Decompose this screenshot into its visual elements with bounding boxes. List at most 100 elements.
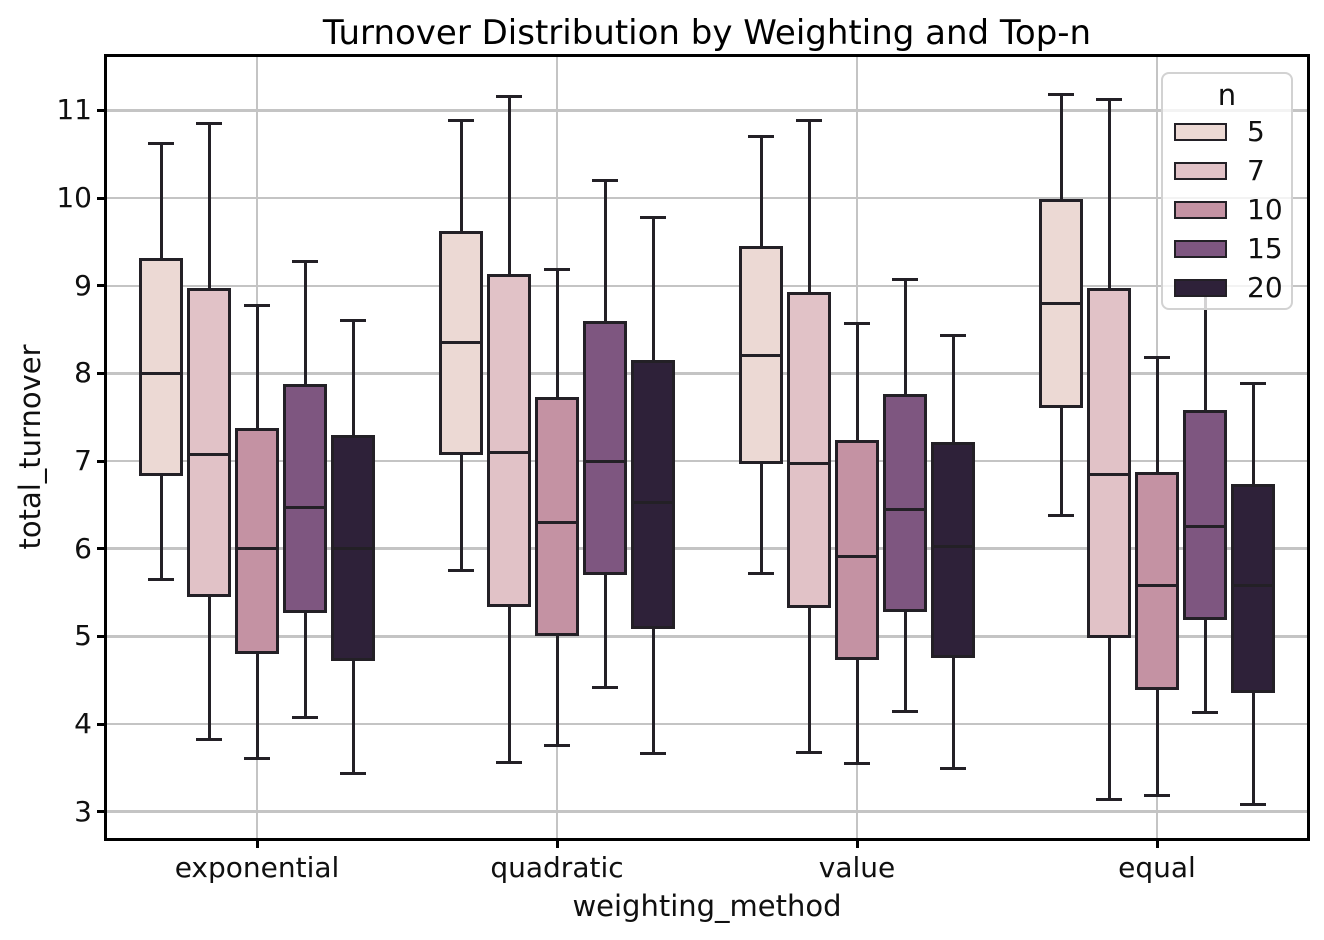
whisker-upper bbox=[603, 180, 607, 321]
box-n10 bbox=[835, 440, 879, 661]
whisker-upper bbox=[1203, 285, 1207, 411]
whisker-upper bbox=[1107, 99, 1111, 288]
whisker-upper bbox=[855, 323, 859, 441]
whisker-cap-lower bbox=[196, 738, 222, 742]
y-tick bbox=[97, 459, 107, 463]
box-n10 bbox=[235, 427, 279, 654]
whisker-cap-lower bbox=[796, 750, 822, 754]
x-tick bbox=[255, 838, 259, 848]
box-n7 bbox=[1087, 287, 1131, 639]
legend-title: n bbox=[1217, 78, 1237, 112]
x-tick-label: exponential bbox=[174, 851, 340, 884]
y-tick-label: 5 bbox=[74, 619, 92, 653]
median-line bbox=[286, 506, 324, 510]
legend-label: 7 bbox=[1247, 154, 1265, 187]
whisker-upper bbox=[1155, 357, 1159, 472]
whisker-cap-lower bbox=[448, 569, 474, 573]
whisker-upper bbox=[1251, 383, 1255, 484]
legend-swatch bbox=[1174, 239, 1227, 258]
legend-row: 20 bbox=[1163, 268, 1291, 307]
whisker-cap-upper bbox=[196, 122, 222, 126]
legend-swatch bbox=[1174, 200, 1227, 219]
whisker-lower bbox=[603, 575, 607, 688]
whisker-cap-upper bbox=[148, 142, 174, 146]
whisker-lower bbox=[759, 463, 763, 574]
whisker-lower bbox=[1155, 689, 1159, 796]
y-gridline bbox=[107, 372, 1307, 375]
y-gridline bbox=[107, 722, 1307, 726]
legend-swatch bbox=[1174, 278, 1227, 297]
whisker-lower bbox=[651, 629, 655, 754]
x-tick-label: equal bbox=[1118, 851, 1196, 884]
y-tick bbox=[97, 196, 107, 200]
whisker-upper bbox=[807, 120, 811, 292]
whisker-lower bbox=[507, 607, 511, 763]
whisker-cap-lower bbox=[544, 743, 570, 747]
whisker-upper bbox=[903, 279, 907, 395]
median-line bbox=[1138, 584, 1176, 588]
median-line bbox=[886, 507, 924, 511]
whisker-cap-lower bbox=[1240, 803, 1266, 807]
whisker-cap-lower bbox=[892, 710, 918, 714]
whisker-cap-lower bbox=[748, 571, 774, 575]
box-n10 bbox=[1135, 471, 1179, 690]
median-line bbox=[1234, 584, 1272, 588]
whisker-cap-lower bbox=[1096, 797, 1122, 801]
y-gridline bbox=[107, 196, 1307, 200]
legend-label: 20 bbox=[1247, 271, 1283, 304]
whisker-cap-upper bbox=[940, 334, 966, 338]
y-tick-label: 8 bbox=[74, 356, 92, 390]
box-n15 bbox=[883, 394, 927, 612]
x-tick bbox=[555, 838, 559, 848]
box-n10 bbox=[535, 397, 579, 636]
whisker-lower bbox=[1059, 407, 1063, 516]
whisker-cap-lower bbox=[1144, 793, 1170, 797]
legend-label: 15 bbox=[1247, 232, 1283, 265]
legend-rows: 5 7 10 15 20 bbox=[1163, 112, 1291, 307]
y-tick-label: 6 bbox=[74, 531, 92, 565]
y-tick-label: 3 bbox=[74, 794, 92, 828]
whisker-lower bbox=[903, 611, 907, 712]
median-line bbox=[838, 555, 876, 559]
legend-row: 7 bbox=[1163, 151, 1291, 190]
whisker-upper bbox=[651, 217, 655, 361]
whisker-cap-upper bbox=[496, 94, 522, 98]
x-tick bbox=[855, 838, 859, 848]
y-tick bbox=[97, 371, 107, 375]
box-n5 bbox=[139, 257, 183, 476]
whisker-lower bbox=[855, 660, 859, 764]
median-line bbox=[142, 371, 180, 375]
y-axis-label: total_turnover bbox=[13, 344, 47, 550]
median-line bbox=[190, 452, 228, 456]
whisker-cap-lower bbox=[292, 716, 318, 720]
whisker-cap-upper bbox=[292, 259, 318, 263]
whisker-cap-lower bbox=[1192, 711, 1218, 715]
y-tick bbox=[97, 810, 107, 814]
whisker-lower bbox=[459, 454, 463, 571]
whisker-upper bbox=[759, 136, 763, 247]
whisker-cap-upper bbox=[640, 215, 666, 219]
whisker-upper bbox=[507, 96, 511, 275]
whisker-lower bbox=[951, 658, 955, 769]
whisker-lower bbox=[159, 475, 163, 580]
whisker-lower bbox=[303, 612, 307, 718]
box-n20 bbox=[631, 360, 675, 630]
legend-label: 5 bbox=[1247, 115, 1265, 148]
median-line bbox=[934, 545, 972, 549]
median-line bbox=[238, 547, 276, 551]
median-line bbox=[1090, 472, 1128, 476]
whisker-upper bbox=[207, 123, 211, 289]
legend: n 5 7 10 15 20 bbox=[1161, 72, 1293, 310]
whisker-upper bbox=[159, 143, 163, 258]
median-line bbox=[334, 547, 372, 551]
whisker-cap-upper bbox=[748, 135, 774, 139]
box-n20 bbox=[1231, 483, 1275, 694]
whisker-cap-lower bbox=[244, 756, 270, 760]
whisker-lower bbox=[207, 596, 211, 740]
y-tick-label: 4 bbox=[74, 707, 92, 741]
y-gridline bbox=[107, 810, 1307, 813]
whisker-cap-upper bbox=[592, 179, 618, 183]
whisker-cap-upper bbox=[844, 321, 870, 325]
whisker-cap-lower bbox=[592, 685, 618, 689]
box-n15 bbox=[1183, 410, 1227, 620]
